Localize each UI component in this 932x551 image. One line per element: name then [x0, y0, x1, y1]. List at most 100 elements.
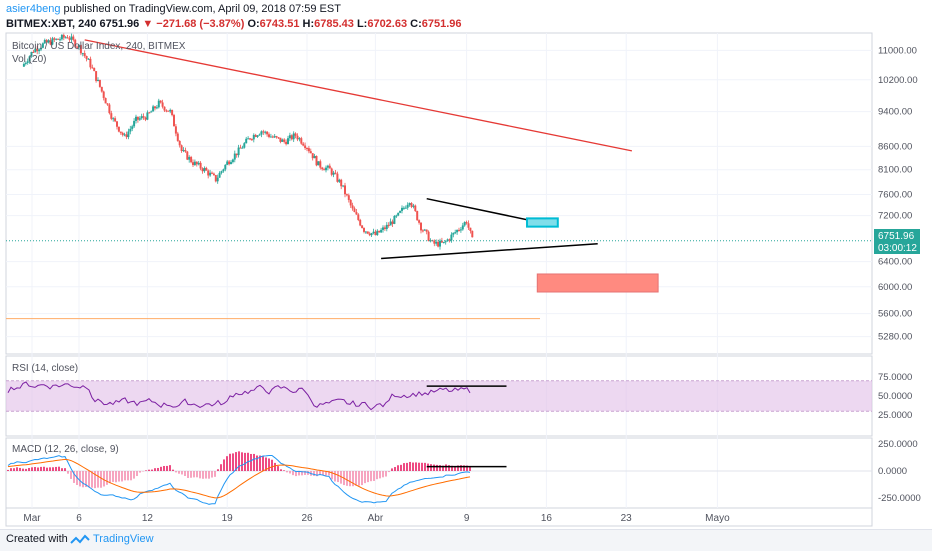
candle-body: [97, 79, 99, 81]
candle-body: [469, 227, 472, 231]
macd-histogram-bar: [409, 461, 411, 471]
macd-histogram-bar: [307, 471, 309, 475]
macd-histogram-bar: [124, 471, 126, 481]
macd-histogram-bar: [79, 471, 81, 487]
tradingview-link[interactable]: TradingView: [93, 533, 154, 545]
candle-body: [74, 39, 77, 47]
macd-histogram-bar: [106, 471, 108, 485]
macd-histogram-bar: [223, 459, 225, 471]
candle-body: [465, 222, 468, 224]
candle-body: [203, 167, 206, 172]
candle-body: [397, 212, 400, 216]
candle-body: [173, 115, 175, 127]
candlestick-series: [6, 33, 872, 320]
macd-line: [7, 455, 471, 505]
rsi-tick-label: 25.0000: [878, 410, 912, 421]
candle-body: [268, 134, 270, 137]
candle-body: [328, 165, 331, 169]
macd-histogram-bar: [49, 467, 51, 471]
macd-histogram-bar: [109, 471, 111, 484]
candle-body: [53, 38, 56, 40]
candle-body: [296, 135, 299, 140]
candle-body: [142, 116, 145, 118]
main-pane[interactable]: [5, 32, 873, 355]
low-value: 6702.63: [367, 18, 408, 30]
author-link[interactable]: asier4beng: [6, 3, 61, 15]
candle-body: [471, 230, 474, 238]
rsi-series: [7, 381, 507, 411]
macd-histogram-bar: [37, 467, 39, 471]
candle-body: [112, 118, 115, 120]
candle-body: [245, 138, 248, 144]
macd-histogram-bar: [133, 471, 135, 479]
rsi-label: RSI (14, close): [12, 363, 78, 374]
candle-body: [167, 110, 170, 112]
macd-histogram-bar: [238, 451, 240, 471]
candle-body: [85, 56, 88, 59]
candle-body: [76, 46, 79, 48]
macd-histogram-bar: [259, 455, 261, 471]
candle-body: [161, 102, 164, 107]
candle-body: [271, 136, 274, 138]
tradingview-logo-icon: [70, 534, 90, 544]
candle-body: [345, 194, 348, 196]
y-tick-label: 9400.00: [878, 107, 912, 118]
candle-body: [357, 214, 360, 220]
candle-body: [91, 67, 94, 69]
signal-line: [7, 458, 471, 499]
macd-histogram-bar: [235, 452, 237, 471]
candle-body: [285, 141, 288, 145]
time-axis[interactable]: [5, 507, 873, 527]
candle-body: [439, 240, 441, 247]
macd-histogram-bar: [43, 466, 45, 471]
candle-body: [155, 107, 158, 109]
candle-body: [363, 228, 365, 232]
macd-pane[interactable]: [5, 437, 873, 509]
macd-histogram-bar: [88, 471, 90, 488]
macd-histogram-bar: [187, 471, 189, 478]
candle-body: [461, 225, 464, 230]
macd-histogram-bar: [445, 464, 447, 471]
macd-histogram-bar: [67, 471, 69, 474]
candle-body: [45, 39, 48, 43]
macd-histogram-bar: [430, 464, 432, 471]
candle-body: [57, 38, 60, 40]
candle-body: [93, 67, 96, 72]
candle-body: [452, 232, 455, 235]
candle-body: [389, 221, 392, 226]
candle-body: [412, 205, 415, 207]
y-tick-label: 7600.00: [878, 190, 912, 201]
symbol[interactable]: BITMEX:XBT, 240: [6, 18, 97, 30]
candle-body: [334, 172, 337, 174]
price-change: ▼ −271.68 (−3.87%): [142, 18, 245, 30]
macd-histogram-bar: [424, 462, 426, 471]
macd-histogram-bar: [136, 471, 138, 477]
candle-body: [114, 118, 117, 122]
candle-body: [313, 155, 316, 159]
rsi-tick-label: 75.0000: [878, 372, 912, 383]
macd-histogram-bar: [382, 471, 384, 478]
candle-body: [315, 155, 318, 166]
candle-body: [146, 112, 149, 120]
macd-histogram-bar: [451, 465, 453, 471]
candle-body: [423, 229, 426, 231]
macd-histogram-bar: [415, 462, 417, 471]
candle-body: [372, 231, 375, 234]
candle-body: [68, 38, 71, 40]
candle-body: [275, 136, 278, 138]
entry-box: [526, 217, 559, 228]
header: asier4beng published on TradingView.com,…: [6, 3, 462, 31]
y-tick-label: 5280.00: [878, 332, 912, 343]
candle-body: [256, 135, 259, 137]
macd-histogram-bar: [388, 471, 390, 473]
candle-body: [325, 167, 327, 171]
macd-histogram-bar: [304, 471, 306, 475]
macd-histogram-bar: [85, 471, 87, 488]
macd-histogram-bar: [175, 471, 177, 473]
footer: Created with TradingView: [0, 529, 932, 551]
candle-body: [233, 153, 236, 160]
candle-body: [64, 37, 67, 39]
macd-histogram-bar: [466, 465, 468, 471]
candle-body: [239, 147, 242, 149]
